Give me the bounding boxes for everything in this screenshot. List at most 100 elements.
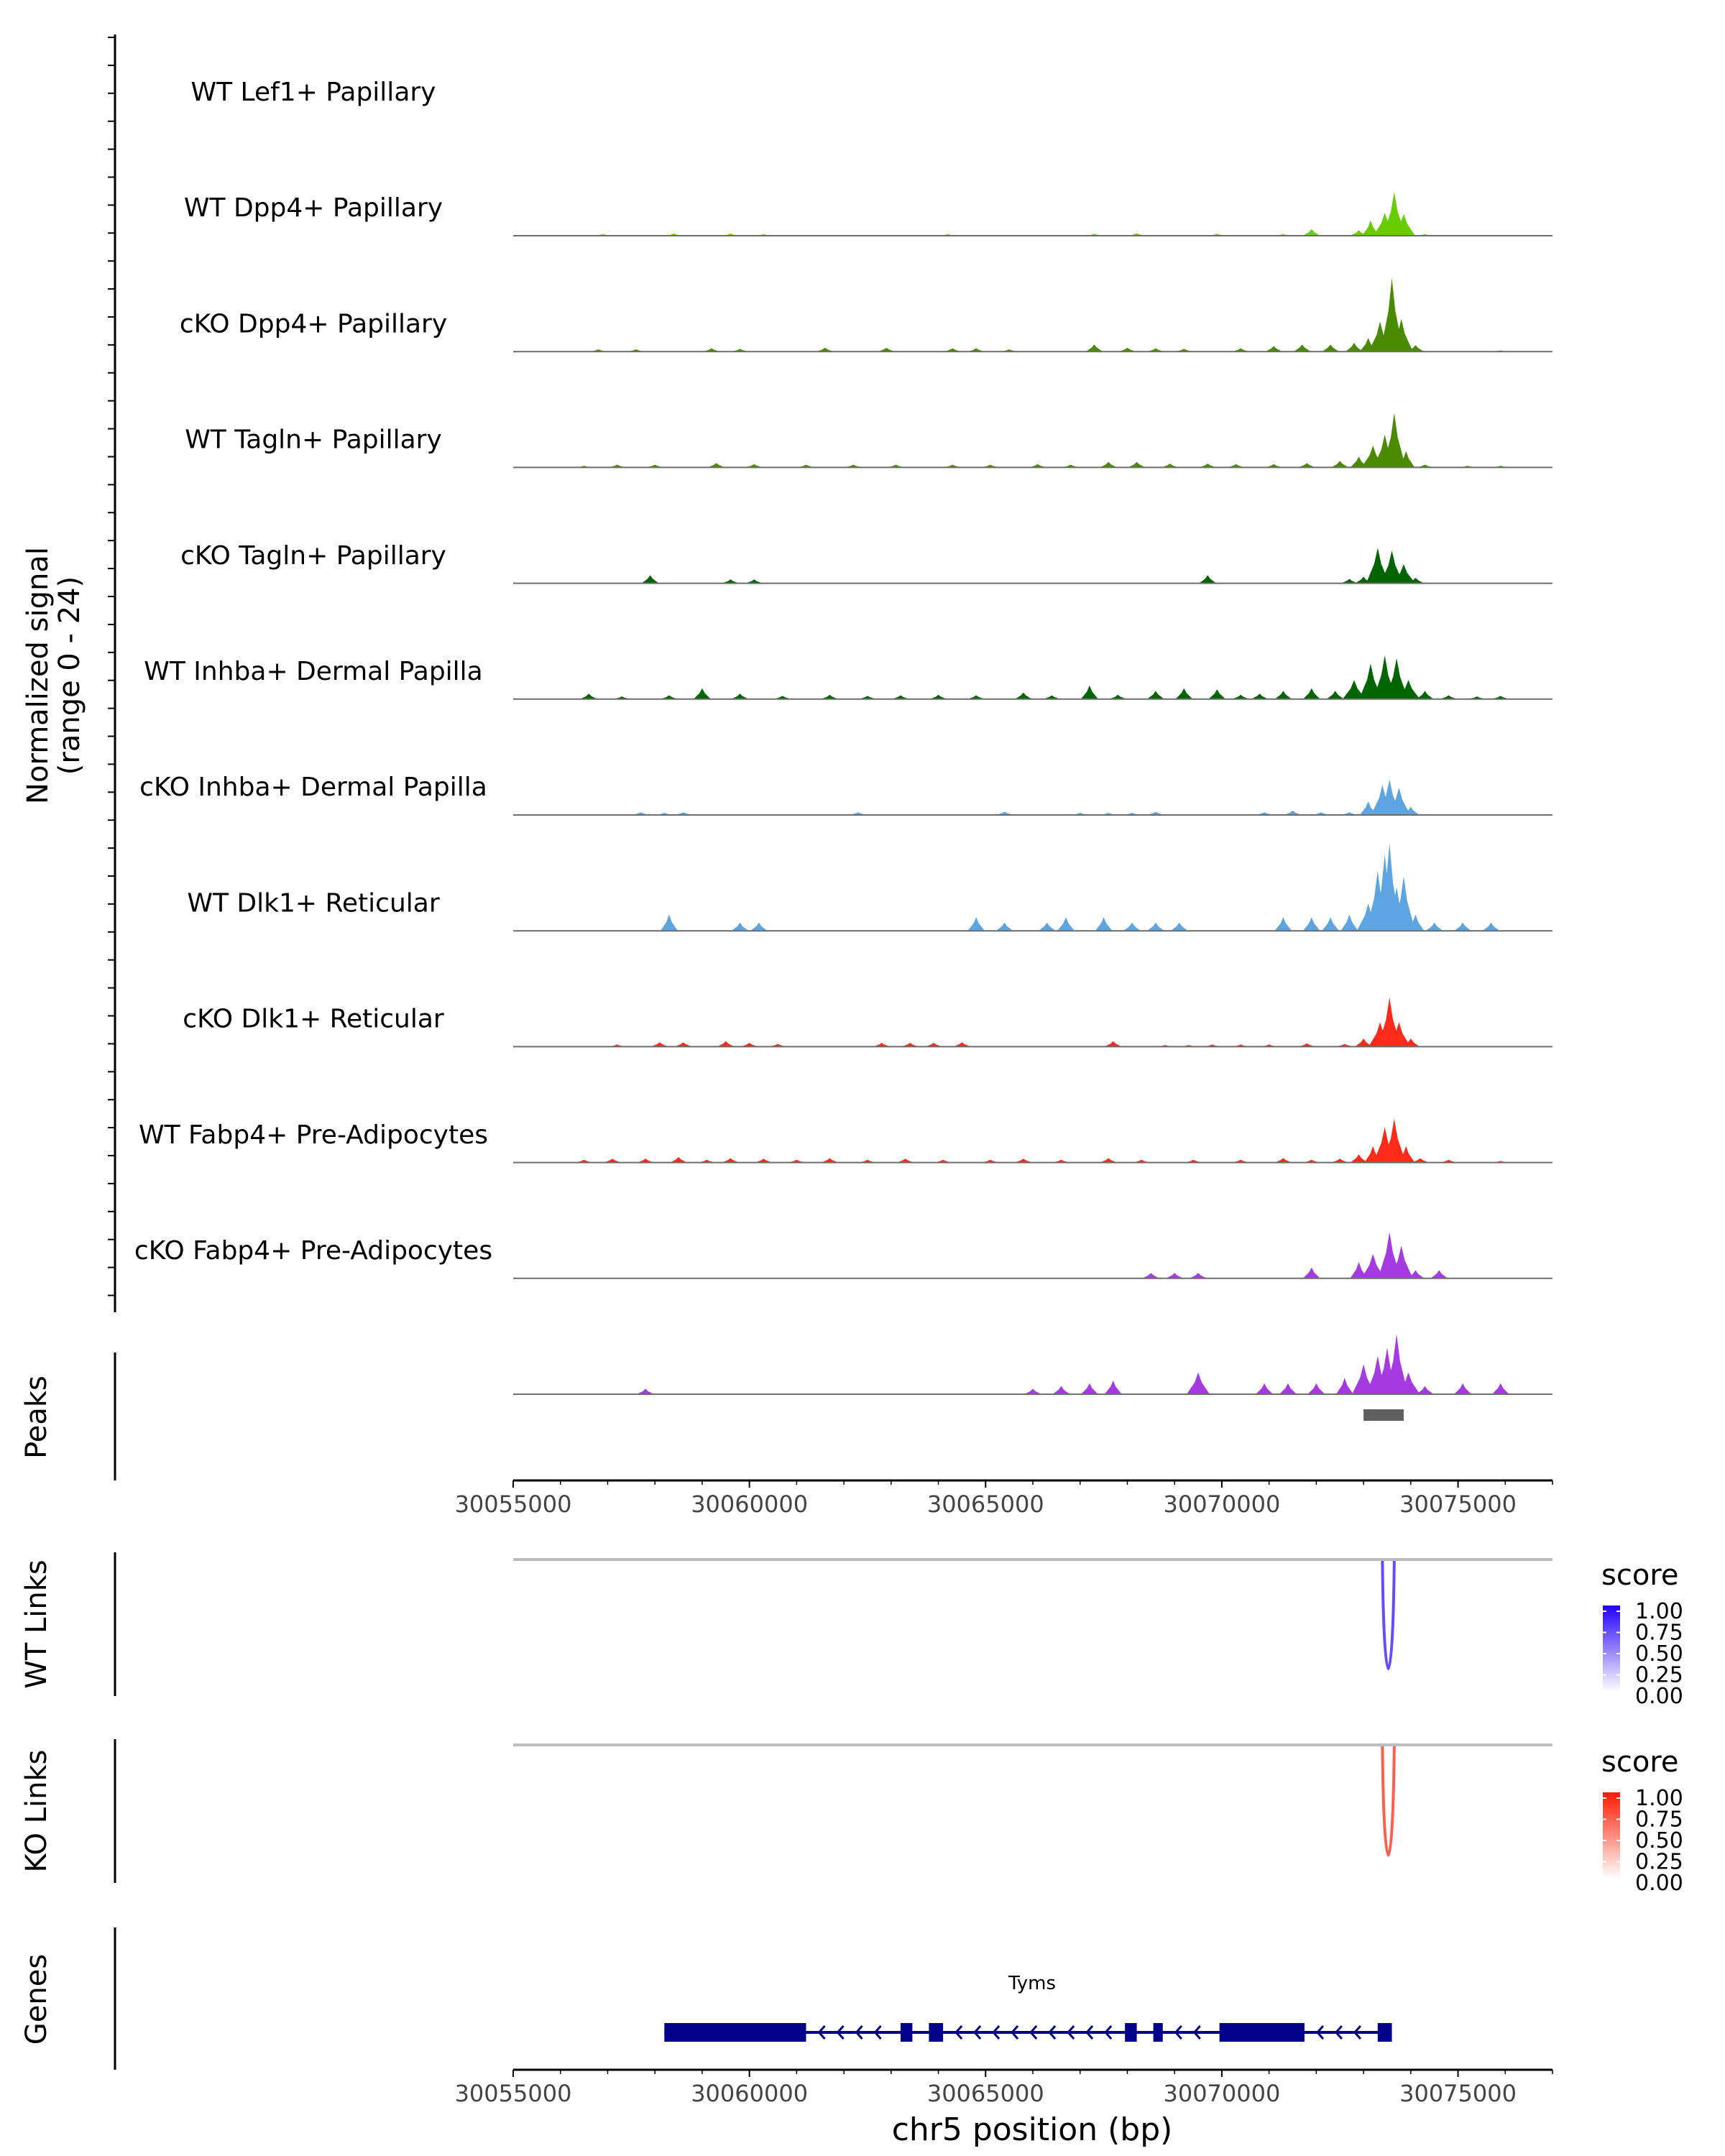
x-axis-tick-label: 30055000 <box>455 2080 572 2107</box>
coverage-signal-peak <box>1302 229 1320 236</box>
gene-strand-arrow <box>1192 2025 1201 2040</box>
coverage-signal-peak <box>1014 692 1032 699</box>
coverage-signal-peak <box>1302 1267 1320 1279</box>
coverage-signal-peak <box>891 695 909 699</box>
coverage-signal-peak <box>717 1041 735 1047</box>
coverage-signal-peak <box>1387 1022 1411 1047</box>
coverage-signal-peak <box>1298 1043 1316 1047</box>
ko-legend-title: score <box>1601 1746 1678 1779</box>
coverage-signal-peak <box>1385 658 1409 699</box>
coverage-track-label: WT Tagln+ Papillary <box>185 425 442 455</box>
x-axis-tick-label: 30075000 <box>1399 2080 1517 2107</box>
coverage-signal-peak <box>1187 1372 1210 1394</box>
coverage-signal-peak <box>1440 695 1458 699</box>
coverage-track: WT Lef1+ Papillary <box>191 78 1552 236</box>
x-axis-tick-label: 30060000 <box>691 1491 808 1518</box>
coverage-signal-peak <box>1052 1386 1070 1394</box>
legend-tick-label: 0.00 <box>1635 1871 1683 1896</box>
coverage-signal-peak <box>1080 1383 1098 1394</box>
coverage-signal-peak <box>1345 343 1363 352</box>
x-axis-top: 30055000 30060000 30065000 30070000 30075000 <box>455 1480 1553 1518</box>
coverage-signal-peak <box>1359 801 1377 815</box>
coverage-signal-peak <box>1454 922 1472 931</box>
coverage-signal-peak <box>1123 922 1141 931</box>
coverage-signal-peak <box>1392 564 1415 584</box>
coverage-signal-peak <box>1491 696 1509 699</box>
coverage-signal-peak <box>821 1158 839 1163</box>
coverage-signal-peak <box>1326 691 1344 699</box>
coverage-signal-peak <box>1385 1334 1409 1394</box>
coverage-signal-peak <box>703 348 721 352</box>
coverage-signal-peak <box>750 922 768 931</box>
coverage-signal-peak <box>641 575 659 584</box>
coverage-signal-peak <box>1331 1158 1349 1163</box>
coverage-signal-peak <box>967 917 985 931</box>
gene-strand-arrow <box>1048 2025 1057 2040</box>
legend-tick-label: 0.50 <box>1635 1828 1683 1853</box>
coverage-signal-peak <box>821 694 839 699</box>
coverage-signal-peak <box>1392 876 1415 931</box>
coverage-track-label: WT Dlk1+ Reticular <box>187 888 439 918</box>
legend-tick-label: 1.00 <box>1635 1786 1683 1811</box>
coverage-signal-peak <box>1361 1253 1385 1279</box>
coverage-signal-peak <box>1146 348 1164 352</box>
coverage-signal-peak <box>1170 922 1188 931</box>
coverage-signal-peak <box>1043 695 1061 699</box>
coverage-signal-peak <box>1100 1158 1118 1163</box>
x-axis-tick-label: 30070000 <box>1163 2080 1280 2107</box>
coverage-signal-peak <box>924 1043 942 1047</box>
coverage-signal-peak <box>637 1388 655 1394</box>
coverage-signal-peak <box>707 463 725 468</box>
coverage-track-label: WT Fabp4+ Pre-Adipocytes <box>139 1120 488 1150</box>
coverage-signal-peak <box>1199 575 1217 584</box>
coverage-signal-peak <box>1407 1270 1425 1279</box>
gene-strand-arrow <box>992 2025 1000 2040</box>
coverage-signal-peak <box>674 1042 692 1047</box>
coverage-track-label: cKO Inhba+ Dermal Papilla <box>139 773 487 802</box>
coverage-signal-peak <box>1095 917 1113 931</box>
peak-regions <box>1363 1409 1404 1421</box>
coverage-signal-peak <box>816 347 834 352</box>
coverage-signal-peak <box>1407 578 1425 584</box>
wt-links-label: WT Links <box>20 1560 53 1688</box>
coverage-signal-peak <box>1279 1383 1297 1394</box>
coverage-signal-peak <box>1397 680 1420 699</box>
coverage-signal-peak <box>1387 788 1411 815</box>
coverage-signal-peak <box>1331 461 1349 468</box>
coverage-signal-peak <box>1430 1270 1448 1279</box>
coverage-track-label: cKO Dpp4+ Papillary <box>180 309 447 338</box>
coverage-signal-peak <box>1382 1118 1406 1163</box>
coverage-signal-peak <box>1190 1273 1208 1279</box>
coverage-signal-peak <box>670 1157 688 1163</box>
legend-tick-label: 1.00 <box>1635 1599 1683 1624</box>
coverage-signal-peak <box>878 347 896 352</box>
coverage-signal-peak <box>1355 1038 1373 1047</box>
coverage-signal-peak <box>1342 680 1366 699</box>
coverage-signal-peak <box>1335 1378 1353 1394</box>
coverage-signal-peak <box>1146 811 1164 815</box>
coverage-signal-peak <box>1322 917 1340 931</box>
coverage-signal-peak <box>1302 688 1320 699</box>
legend-tick-label: 0.50 <box>1635 1641 1683 1667</box>
coverage-track-label: WT Inhba+ Dermal Papilla <box>144 657 482 686</box>
coverage-signal-peak <box>1142 1273 1160 1279</box>
ko-links-panel: KO Links score 1.000.750.500.250.00 <box>20 1739 1683 1896</box>
legend-tick-label: 0.25 <box>1635 1850 1683 1875</box>
coverage-signal-peak <box>580 694 598 699</box>
coverage-signal-peak <box>1014 1158 1032 1163</box>
coverage-signal-peak <box>693 688 711 699</box>
ko-links-label: KO Links <box>20 1750 53 1873</box>
coverage-signal-peak <box>1402 806 1420 815</box>
gene-strand-arrow <box>1353 2025 1362 2040</box>
coverage-panel: Normalized signal (range 0 - 24) WT Lef1… <box>22 34 1552 1395</box>
coverage-signal-peak <box>929 694 947 699</box>
coverage-track-label: cKO Dlk1+ Reticular <box>183 1005 444 1034</box>
coverage-signal-peak <box>1057 917 1075 931</box>
coverage-signal-peak <box>1265 464 1283 468</box>
gene-strand-arrow <box>954 2025 963 2040</box>
gene-name-tyms: Tyms <box>1008 1973 1056 1994</box>
coverage-track: WT Dpp4+ Papillary <box>184 193 1552 353</box>
gene-strand-arrow <box>817 2025 826 2040</box>
coverage-signal-peak <box>1146 691 1164 699</box>
